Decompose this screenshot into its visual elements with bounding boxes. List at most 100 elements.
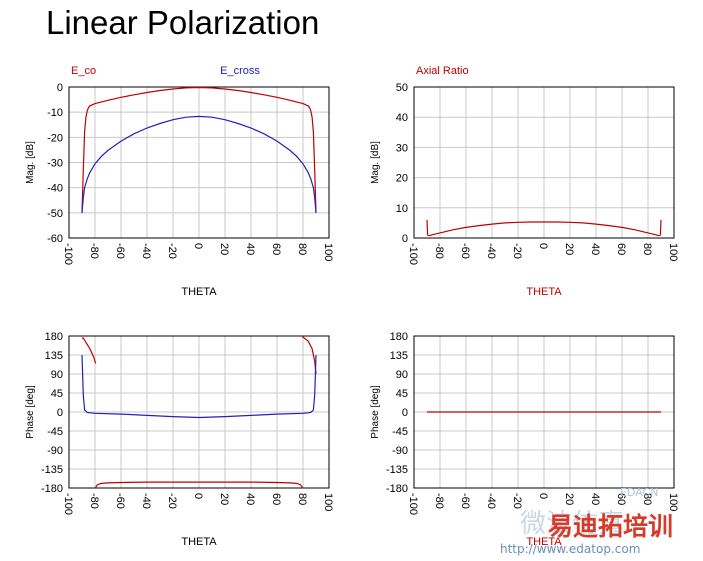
x-tick-label: -20 bbox=[511, 493, 523, 509]
y-tick-label: 0 bbox=[57, 407, 63, 419]
x-tick-label: 80 bbox=[641, 243, 653, 255]
x-tick-label: 0 bbox=[537, 243, 549, 249]
y-tick-label: -90 bbox=[47, 445, 63, 457]
y-tick-label: -30 bbox=[47, 158, 63, 170]
y-tick-label: -90 bbox=[392, 445, 408, 457]
series-line-3-1 bbox=[82, 337, 97, 364]
page-title: Linear Polarization bbox=[46, 4, 320, 41]
y-tick-label: 135 bbox=[390, 350, 408, 362]
x-tick-label: -20 bbox=[166, 243, 178, 259]
x-tick-label: 100 bbox=[322, 493, 334, 511]
y-tick-label: 180 bbox=[45, 331, 63, 343]
x-tick-label: 40 bbox=[589, 493, 601, 505]
legend-entry: E_co bbox=[71, 65, 96, 77]
x-tick-label: 0 bbox=[537, 493, 549, 499]
y-tick-label: 40 bbox=[396, 112, 408, 124]
x-tick-label: -20 bbox=[166, 493, 178, 509]
plot-frame bbox=[413, 335, 675, 489]
y-tick-label: 0 bbox=[402, 407, 408, 419]
x-tick-label: 40 bbox=[244, 493, 256, 505]
y-tick-label: -135 bbox=[386, 464, 408, 476]
y-tick-label: 30 bbox=[396, 142, 408, 154]
plot-frame bbox=[68, 335, 330, 489]
y-tick-label: 180 bbox=[390, 331, 408, 343]
y-tick-label: 0 bbox=[57, 82, 63, 94]
y-tick-label: 90 bbox=[51, 369, 63, 381]
x-tick-label: 0 bbox=[192, 243, 204, 249]
y-axis-label: Mag. [dB] bbox=[25, 141, 36, 184]
y-tick-label: -60 bbox=[47, 233, 63, 245]
series-line-3-1 bbox=[302, 336, 317, 375]
x-tick-label: 100 bbox=[667, 493, 679, 511]
y-tick-label: -50 bbox=[47, 208, 63, 220]
x-tick-label: 100 bbox=[667, 243, 679, 261]
x-tick-label: 20 bbox=[218, 493, 230, 505]
x-tick-label: -60 bbox=[459, 493, 471, 509]
y-tick-label: -45 bbox=[47, 426, 63, 438]
x-tick-label: -100 bbox=[407, 493, 419, 515]
x-tick-label: 20 bbox=[563, 493, 575, 505]
y-tick-label: 135 bbox=[45, 350, 63, 362]
series-line-2-1 bbox=[426, 219, 662, 237]
x-tick-label: 20 bbox=[218, 243, 230, 255]
y-axis-label: Mag. [dB] bbox=[370, 141, 381, 184]
x-tick-label: -80 bbox=[433, 243, 445, 259]
x-tick-label: 80 bbox=[641, 493, 653, 505]
y-tick-label: -45 bbox=[392, 426, 408, 438]
x-tick-label: 60 bbox=[270, 243, 282, 255]
watermark-brand-text: 易迪拓培训 bbox=[548, 512, 673, 541]
x-tick-label: 80 bbox=[296, 243, 308, 255]
x-tick-label: -40 bbox=[140, 493, 152, 509]
x-tick-label: -60 bbox=[114, 493, 126, 509]
x-tick-label: 100 bbox=[322, 243, 334, 261]
y-tick-label: 10 bbox=[396, 203, 408, 215]
y-tick-label: -20 bbox=[47, 132, 63, 144]
y-tick-label: 50 bbox=[396, 82, 408, 94]
x-tick-label: -80 bbox=[88, 493, 100, 509]
legend-entry: E_cross bbox=[220, 65, 260, 77]
y-tick-label: 0 bbox=[402, 233, 408, 245]
x-tick-label: -20 bbox=[511, 243, 523, 259]
x-tick-label: 40 bbox=[589, 243, 601, 255]
y-tick-label: -10 bbox=[47, 107, 63, 119]
watermark-faint-text: 微波仿真 bbox=[520, 509, 624, 539]
y-tick-label: -40 bbox=[47, 183, 63, 195]
plot-frame bbox=[413, 86, 675, 239]
x-tick-label: -40 bbox=[485, 243, 497, 259]
x-tick-label: -100 bbox=[62, 243, 74, 265]
series-line-3-1 bbox=[95, 481, 303, 489]
x-tick-label: 0 bbox=[192, 493, 204, 499]
x-tick-label: -100 bbox=[62, 493, 74, 515]
x-tick-label: -80 bbox=[88, 243, 100, 259]
x-axis-label: THETA bbox=[526, 286, 562, 298]
y-tick-label: -180 bbox=[386, 483, 408, 495]
x-axis-label: THETA bbox=[526, 536, 562, 548]
watermark-mark-text: EDACN bbox=[620, 486, 658, 499]
y-axis-label: Phase [deg] bbox=[25, 385, 36, 439]
y-tick-label: 45 bbox=[51, 388, 63, 400]
y-tick-label: 90 bbox=[396, 369, 408, 381]
x-tick-label: 80 bbox=[296, 493, 308, 505]
x-tick-label: -40 bbox=[485, 493, 497, 509]
chart-panel-1: 0-10-20-30-40-50-60-100 -80 -60 -40 -20 0 20 40… bbox=[25, 65, 334, 298]
y-axis-label: Phase [deg] bbox=[370, 385, 381, 439]
x-tick-label: -40 bbox=[140, 243, 152, 259]
x-tick-label: -100 bbox=[407, 243, 419, 265]
x-tick-label: 60 bbox=[615, 493, 627, 505]
x-axis-label: THETA bbox=[181, 286, 217, 298]
x-tick-label: -60 bbox=[459, 243, 471, 259]
chart-panel-3: 180 135 90 45 0 -45 -90 -135 -180-100 -80 -60 -40 -2… bbox=[25, 331, 334, 548]
y-tick-label: 45 bbox=[396, 388, 408, 400]
x-tick-label: 60 bbox=[270, 493, 282, 505]
watermark-url-text: http://www.edatop.com bbox=[500, 542, 640, 556]
legend-entry: Axial Ratio bbox=[416, 65, 469, 77]
x-tick-label: -60 bbox=[114, 243, 126, 259]
y-tick-label: -180 bbox=[41, 483, 63, 495]
y-tick-label: 20 bbox=[396, 173, 408, 185]
y-tick-label: -135 bbox=[41, 464, 63, 476]
x-axis-label: THETA bbox=[181, 536, 217, 548]
series-line-1-2 bbox=[81, 115, 317, 213]
